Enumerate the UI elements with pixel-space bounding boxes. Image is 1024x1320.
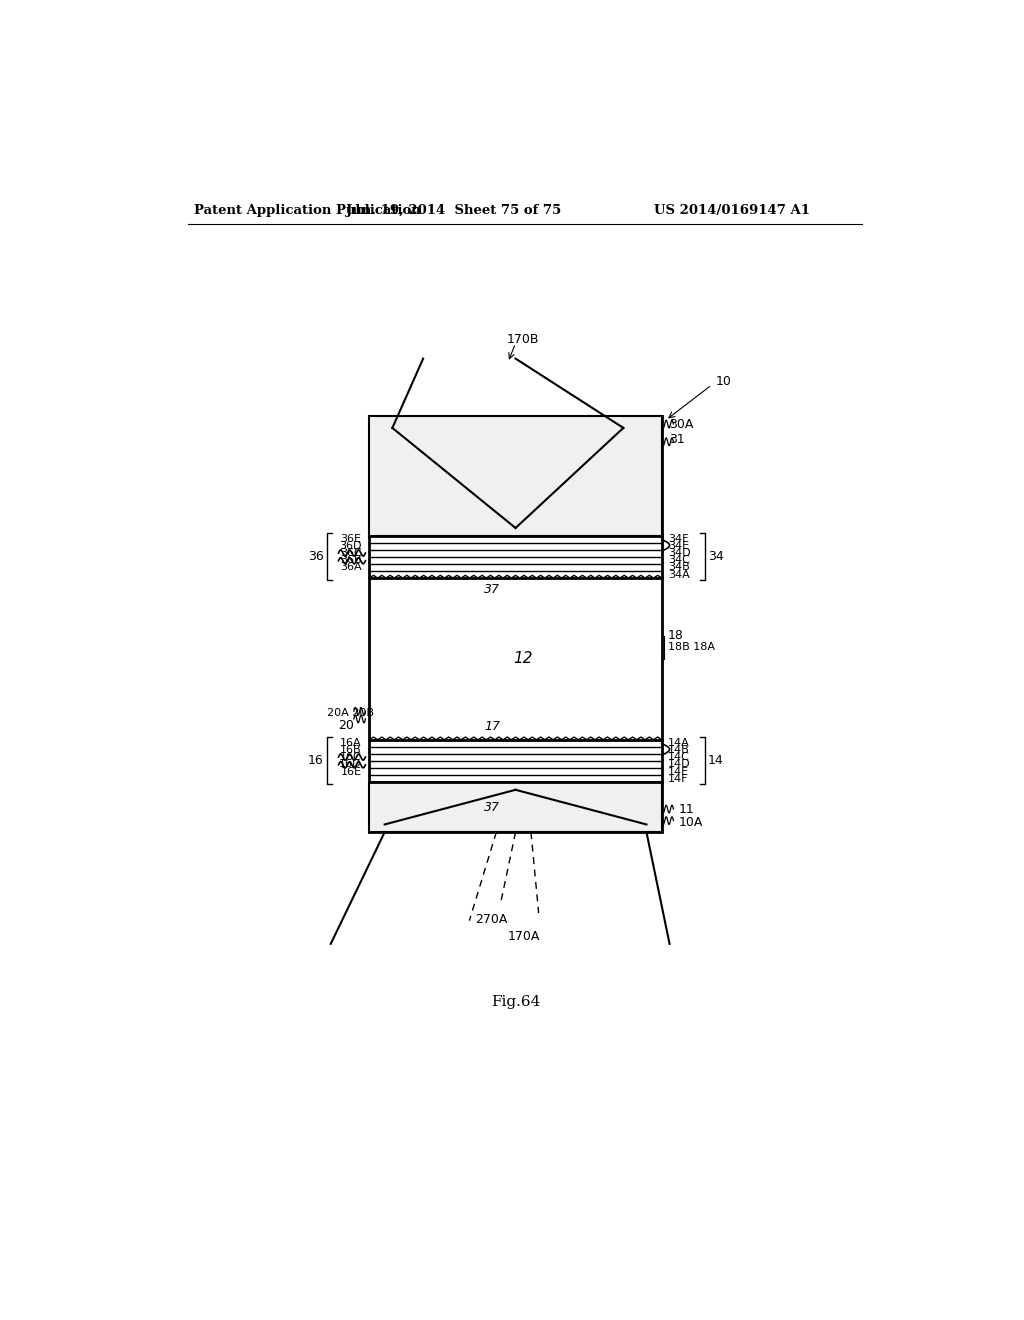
Text: 36D: 36D [339, 541, 361, 552]
Text: 18B 18A: 18B 18A [668, 643, 715, 652]
Text: 16E: 16E [341, 767, 361, 776]
Text: 36B: 36B [340, 556, 361, 565]
Text: 34B: 34B [668, 562, 690, 573]
Text: 14F: 14F [668, 774, 688, 784]
Text: 17: 17 [484, 721, 501, 733]
Text: Fig.64: Fig.64 [490, 994, 541, 1008]
Text: 36: 36 [308, 550, 324, 564]
Text: 34E: 34E [668, 541, 689, 552]
Text: 36C: 36C [340, 548, 361, 558]
Text: 14C: 14C [668, 752, 690, 763]
Text: 34C: 34C [668, 556, 690, 565]
Text: 12: 12 [513, 651, 534, 667]
Text: Patent Application Publication: Patent Application Publication [194, 205, 421, 218]
Text: 10A: 10A [679, 816, 703, 829]
Text: 14B: 14B [668, 746, 690, 755]
Text: 34F: 34F [668, 535, 688, 544]
Text: 16D: 16D [339, 759, 361, 770]
Bar [370, 416, 662, 832]
Text: 10: 10 [716, 375, 731, 388]
Text: 34D: 34D [668, 548, 690, 558]
Text: US 2014/0169147 A1: US 2014/0169147 A1 [654, 205, 810, 218]
Text: 16A: 16A [340, 738, 361, 748]
Text: 18: 18 [668, 630, 684, 643]
Text: 30A: 30A [670, 417, 694, 430]
Text: 11: 11 [679, 803, 694, 816]
Text: 170B: 170B [506, 333, 539, 346]
Text: 37: 37 [484, 801, 501, 813]
Text: 34: 34 [708, 550, 724, 564]
Text: 20: 20 [338, 719, 354, 733]
Bar [370, 781, 662, 832]
Text: 20A 20B: 20A 20B [327, 708, 374, 718]
Text: 34A: 34A [668, 569, 690, 579]
Text: 36E: 36E [341, 535, 361, 544]
Text: 16C: 16C [340, 752, 361, 763]
Text: 31: 31 [670, 433, 685, 446]
Text: 14: 14 [708, 755, 724, 767]
Text: 14E: 14E [668, 767, 689, 776]
Text: 36A: 36A [340, 562, 361, 573]
Text: 170A: 170A [508, 929, 541, 942]
Text: 270A: 270A [475, 912, 508, 925]
Text: 37: 37 [484, 583, 501, 597]
Text: 16B: 16B [340, 746, 361, 755]
Text: 14A: 14A [668, 738, 690, 748]
Text: Jun. 19, 2014  Sheet 75 of 75: Jun. 19, 2014 Sheet 75 of 75 [346, 205, 561, 218]
Text: 14D: 14D [668, 759, 690, 770]
Bar [370, 416, 662, 536]
Text: 16: 16 [308, 755, 324, 767]
